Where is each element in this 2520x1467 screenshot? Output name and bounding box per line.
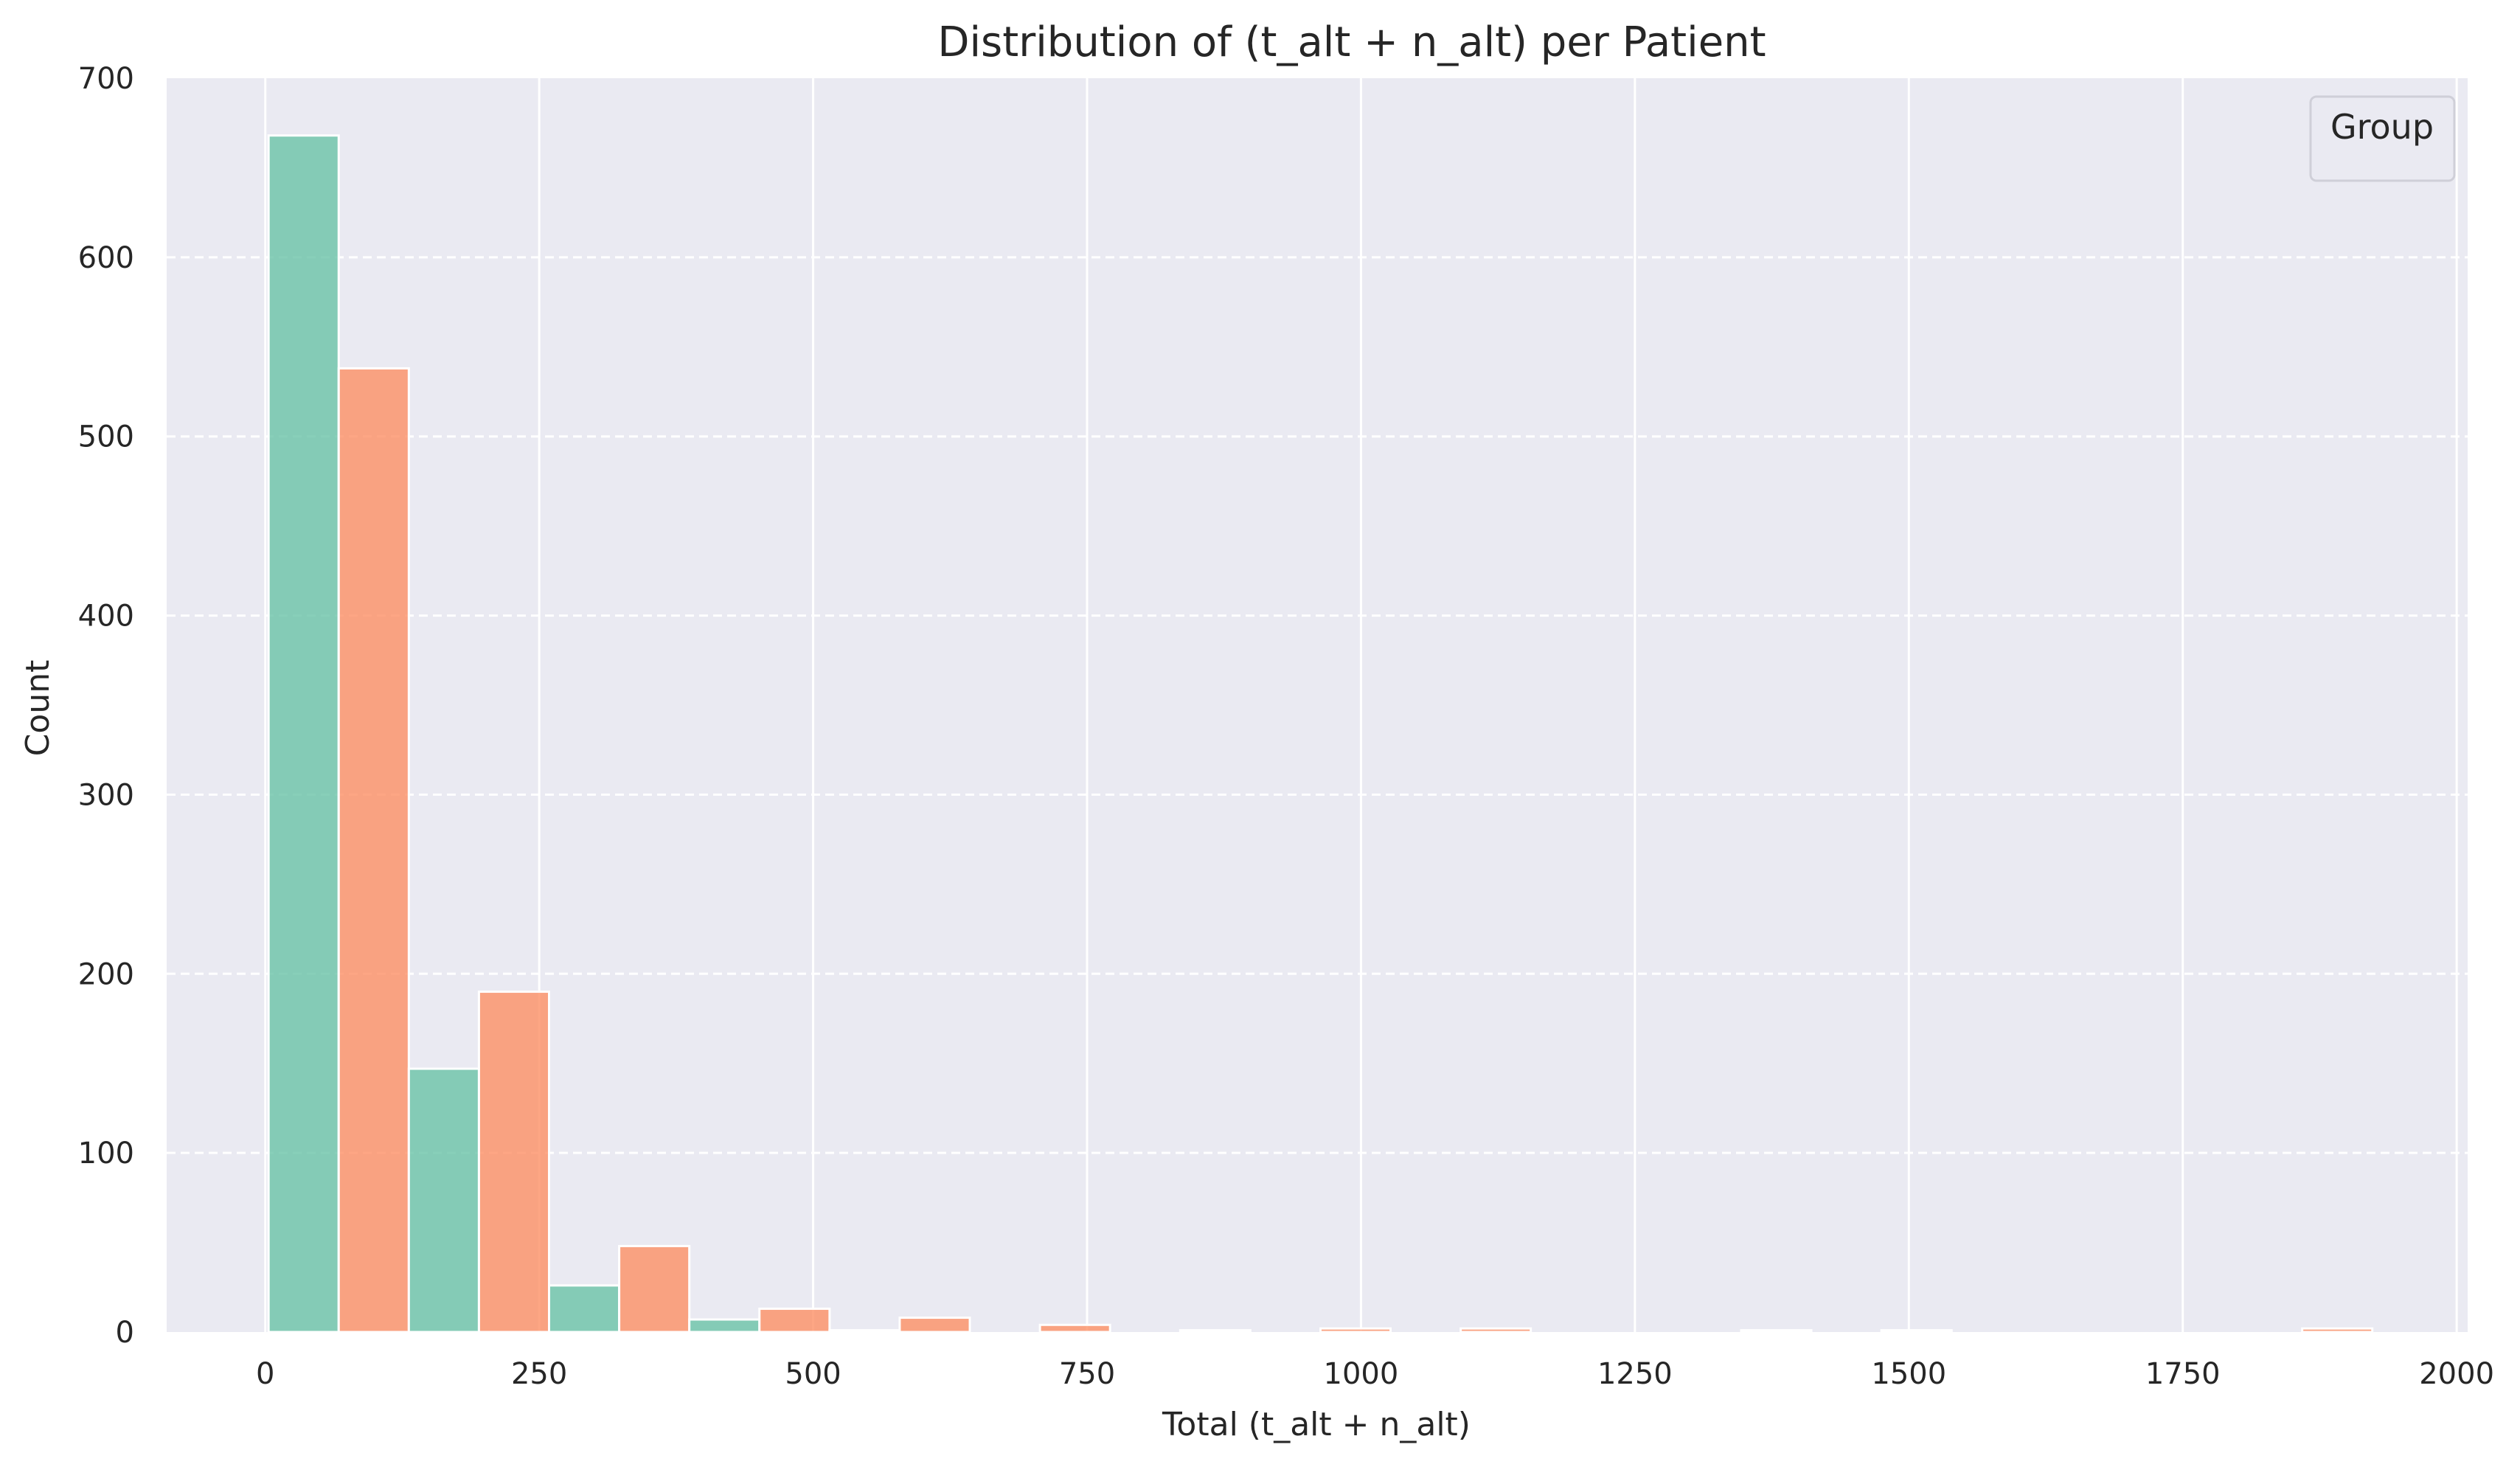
chart-title: Distribution of (t_alt + n_alt) per Pati…	[937, 18, 1766, 66]
histogram-bar	[337, 367, 410, 1334]
x-tick-label: 0	[256, 1357, 274, 1391]
histogram-bar	[1319, 1327, 1392, 1334]
x-tick-labels: 0 250 500 750 1000 1250 1500 1750 2000	[256, 1357, 2494, 1391]
x-tick-label: 1000	[1324, 1357, 1399, 1391]
legend-title: Group	[2330, 107, 2434, 147]
y-tick-labels: 0 100 200 300 400 500 600 700	[78, 62, 134, 1350]
x-tick-label: 1250	[1597, 1357, 1673, 1391]
legend-box	[2309, 95, 2456, 182]
legend: Group	[2309, 95, 2456, 182]
histogram-bar	[2301, 1327, 2374, 1334]
y-tick-label: 500	[78, 420, 134, 454]
grid-layer	[167, 78, 2468, 1332]
histogram-bar	[1179, 1329, 1252, 1334]
y-tick-label: 300	[78, 778, 134, 812]
y-tick-label: 0	[116, 1316, 134, 1350]
y-tick-label: 600	[78, 241, 134, 275]
y-axis-label: Count	[19, 660, 57, 757]
histogram-bar	[548, 1284, 621, 1334]
x-axis-label: Total (t_alt + n_alt)	[1162, 1406, 1471, 1443]
histogram-bar	[267, 134, 340, 1334]
histogram-bar	[1038, 1323, 1111, 1334]
histogram-bar	[1880, 1329, 1953, 1334]
histogram-bar	[828, 1329, 901, 1334]
y-tick-label: 700	[78, 62, 134, 96]
histogram-bar	[1740, 1329, 1813, 1334]
x-tick-label: 2000	[2419, 1357, 2494, 1391]
histogram-bar	[758, 1307, 831, 1334]
x-tick-label: 1500	[1871, 1357, 1946, 1391]
histogram-bar	[1459, 1327, 1533, 1334]
x-tick-label: 500	[785, 1357, 841, 1391]
y-tick-label: 400	[78, 600, 134, 634]
x-tick-label: 750	[1059, 1357, 1115, 1391]
histogram-bar	[688, 1318, 761, 1334]
y-tick-label: 100	[78, 1137, 134, 1171]
y-tick-label: 200	[78, 957, 134, 991]
histogram-bar	[898, 1317, 971, 1334]
bars-layer	[267, 134, 2374, 1334]
histogram-bar	[618, 1244, 691, 1334]
x-tick-label: 250	[511, 1357, 567, 1391]
x-tick-label: 1750	[2145, 1357, 2221, 1391]
histogram-bar	[477, 991, 551, 1334]
histogram-bar	[407, 1067, 480, 1334]
